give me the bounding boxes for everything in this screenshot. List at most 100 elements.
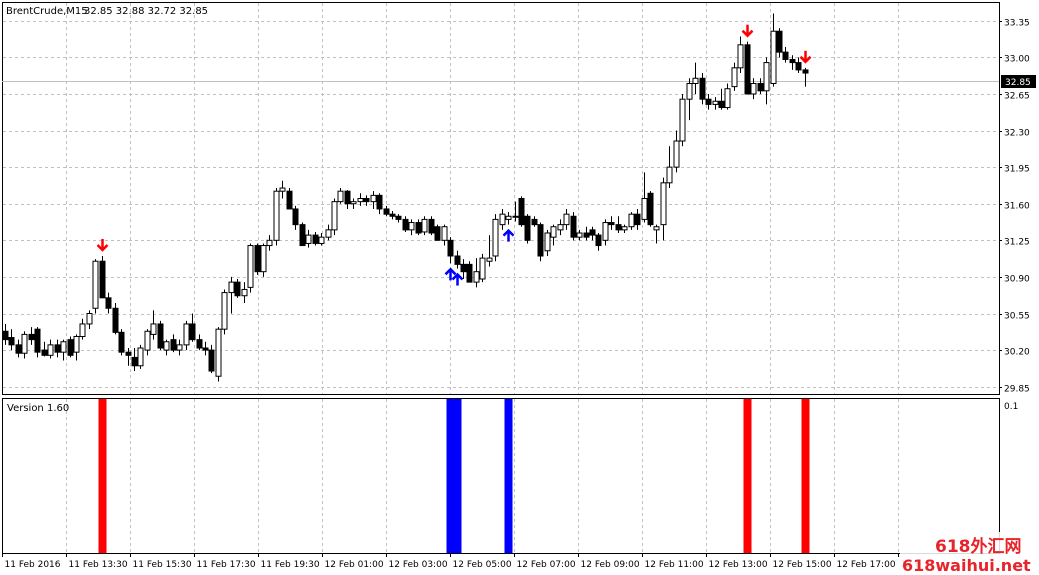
y-axis: 33.35 33.00 32.65 32.30 31.95 31.60 31.25 30.90…	[999, 19, 1030, 395]
candle-body-bear	[363, 198, 370, 203]
candle	[757, 78, 764, 94]
candle	[221, 289, 228, 335]
candle	[737, 36, 744, 74]
candle-body-bear	[15, 344, 22, 354]
candle-body-bull	[144, 330, 151, 351]
candle	[67, 336, 74, 358]
candle-body-bear	[415, 222, 422, 234]
candle	[176, 339, 183, 356]
indicator-panel-frame	[2, 398, 1000, 554]
candle-body-bull	[357, 198, 364, 203]
candle	[144, 329, 151, 356]
x-tick-label: 12 Feb 01:00	[325, 560, 384, 570]
candle	[466, 261, 473, 283]
candle-body-bull	[673, 140, 680, 168]
candle	[699, 73, 706, 105]
candle	[692, 62, 699, 94]
candle-body-bear	[344, 190, 351, 205]
current-price-tag	[1001, 75, 1036, 88]
candle-body-bear	[795, 62, 802, 71]
sell-signal-bar	[98, 399, 107, 553]
candle-body-bull	[679, 98, 686, 142]
candle	[292, 205, 299, 230]
candle-body-bull	[692, 77, 699, 85]
candle-body-bull	[221, 292, 228, 330]
candle	[795, 57, 802, 74]
candle	[628, 212, 635, 230]
candle-body-bear	[757, 83, 764, 92]
candle	[41, 341, 48, 357]
watermark-url: 618waihui.net	[902, 556, 1031, 575]
candle-body-bear	[112, 307, 119, 333]
candle-body-bear	[41, 349, 48, 356]
candle-body-bull	[653, 226, 660, 231]
candle-body-bull	[505, 215, 512, 220]
candle-body-bear	[202, 347, 209, 351]
x-tick-label: 12 Feb 11:00	[645, 560, 704, 570]
main-grid	[3, 3, 999, 394]
candle	[254, 243, 261, 275]
candle	[763, 57, 770, 105]
y-tick-label: 31.25	[1004, 238, 1030, 248]
candle	[241, 282, 248, 304]
candle	[524, 214, 531, 244]
candle-body-bear	[131, 356, 138, 367]
candle-body-bear	[524, 215, 531, 241]
candle-body-bull	[641, 198, 648, 220]
candle-body-bull	[750, 83, 757, 95]
sell-signal-bar	[801, 399, 810, 553]
candle-body-bull	[731, 67, 738, 88]
symbol-label: BrentCrude,M15	[6, 6, 88, 17]
candle-body-bull	[183, 323, 190, 346]
candle-body-bear	[789, 58, 796, 64]
candle	[92, 259, 99, 314]
candle	[686, 78, 693, 121]
sell-arrow-icon	[96, 239, 109, 252]
candle-body-bull	[621, 226, 628, 231]
buy-arrow-icon	[444, 267, 457, 281]
y-tick-label: 33.00	[1004, 55, 1030, 65]
candle-body-bear	[705, 98, 712, 105]
candle-body-bull	[441, 226, 448, 241]
candle	[537, 222, 544, 262]
candle	[679, 93, 686, 147]
x-tick-label: 12 Feb 09:00	[581, 560, 640, 570]
candle	[228, 276, 235, 314]
candle	[447, 237, 454, 264]
y-tick-label: 30.55	[1004, 312, 1030, 322]
candle-body-bull	[215, 328, 222, 377]
candle-body-bull	[499, 213, 506, 226]
candle	[163, 339, 170, 356]
candle-body-bull	[408, 222, 415, 231]
candle-body-bear	[376, 194, 383, 210]
candle	[518, 196, 525, 227]
buy-arrow-icon	[451, 272, 464, 286]
candle-body-bear	[299, 224, 306, 247]
candle-body-bear	[434, 226, 441, 241]
x-tick-label: 11 Feb 13:30	[69, 560, 128, 570]
candle	[99, 256, 106, 299]
candle	[512, 201, 519, 222]
candle-body-bear	[570, 215, 577, 238]
current-price-value: 32.85	[1005, 78, 1031, 88]
candle	[641, 172, 648, 223]
y-tick-label: 31.60	[1004, 202, 1030, 212]
candle	[189, 313, 196, 342]
signal-bars	[98, 399, 810, 553]
candle-body-bear	[776, 30, 783, 53]
candle	[718, 88, 725, 110]
candle-body-bull	[563, 213, 570, 226]
main-panel-frame	[2, 2, 1000, 395]
candle	[363, 195, 370, 206]
buy-signal-bar	[453, 399, 462, 553]
candle	[595, 233, 602, 251]
candle-body-bull	[305, 234, 312, 244]
candle	[131, 348, 138, 371]
candle	[331, 198, 338, 236]
x-tick-label: 11 Feb 2016	[5, 560, 61, 570]
candle	[589, 226, 596, 241]
candle-body-bear	[589, 229, 596, 236]
candle	[454, 250, 461, 269]
candle-body-bull	[47, 344, 54, 356]
